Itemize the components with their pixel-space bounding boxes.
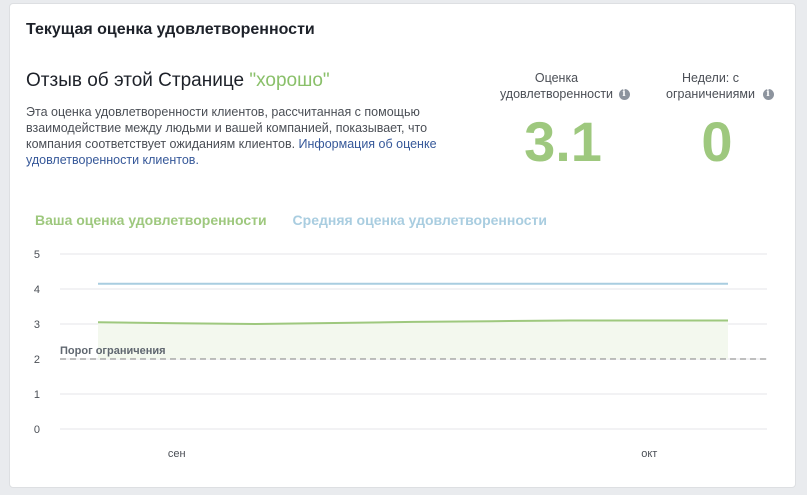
info-icon[interactable]: i (618, 89, 630, 101)
satisfaction-chart: 0 1 2 3 4 5 сен окт Порог ограничения (34, 249, 767, 460)
chart-legend: Ваша оценка удовлетворенности Средняя оц… (35, 212, 569, 228)
score-label: Оценка удовлетворенности i (488, 70, 638, 102)
legend-own[interactable]: Ваша оценка удовлетворенности (35, 212, 267, 228)
satisfaction-card: Текущая оценка удовлетворенности Отзыв о… (9, 3, 796, 488)
own-series-area (98, 320, 728, 359)
weeks-metric: Недели: с ограничениями i 0 (652, 70, 782, 172)
x-tick-label: окт (641, 448, 657, 460)
info-icon[interactable]: i (762, 89, 774, 101)
description-text: Эта оценка удовлетворенности клиентов, р… (26, 105, 428, 151)
info-link[interactable]: Информация об оценке удовлетворенности к… (26, 137, 437, 167)
rating-description: Эта оценка удовлетворенности клиентов, р… (26, 104, 486, 168)
score-value: 3.1 (524, 110, 602, 173)
rating-headline: Отзыв об этой Странице "хорошо" (26, 70, 330, 92)
score-metric: Оценка удовлетворенности i 3.1 (488, 70, 638, 172)
y-tick-label: 4 (34, 284, 40, 296)
y-tick-label: 0 (34, 424, 40, 436)
y-tick-label: 2 (34, 354, 40, 366)
headline-prefix: Отзыв об этой Странице (26, 70, 250, 91)
y-tick-label: 5 (34, 249, 40, 261)
y-tick-label: 1 (34, 389, 40, 401)
rating-value: "хорошо" (249, 70, 330, 91)
y-tick-label: 3 (34, 319, 40, 331)
card-title: Текущая оценка удовлетворенности (26, 21, 315, 38)
legend-avg[interactable]: Средняя оценка удовлетворенности (292, 212, 547, 228)
threshold-label: Порог ограничения (60, 345, 166, 357)
own-series-line (97, 319, 728, 326)
weeks-value: 0 (701, 110, 733, 173)
x-tick-label: сен (168, 448, 186, 460)
weeks-label: Недели: с ограничениями i (652, 70, 782, 102)
